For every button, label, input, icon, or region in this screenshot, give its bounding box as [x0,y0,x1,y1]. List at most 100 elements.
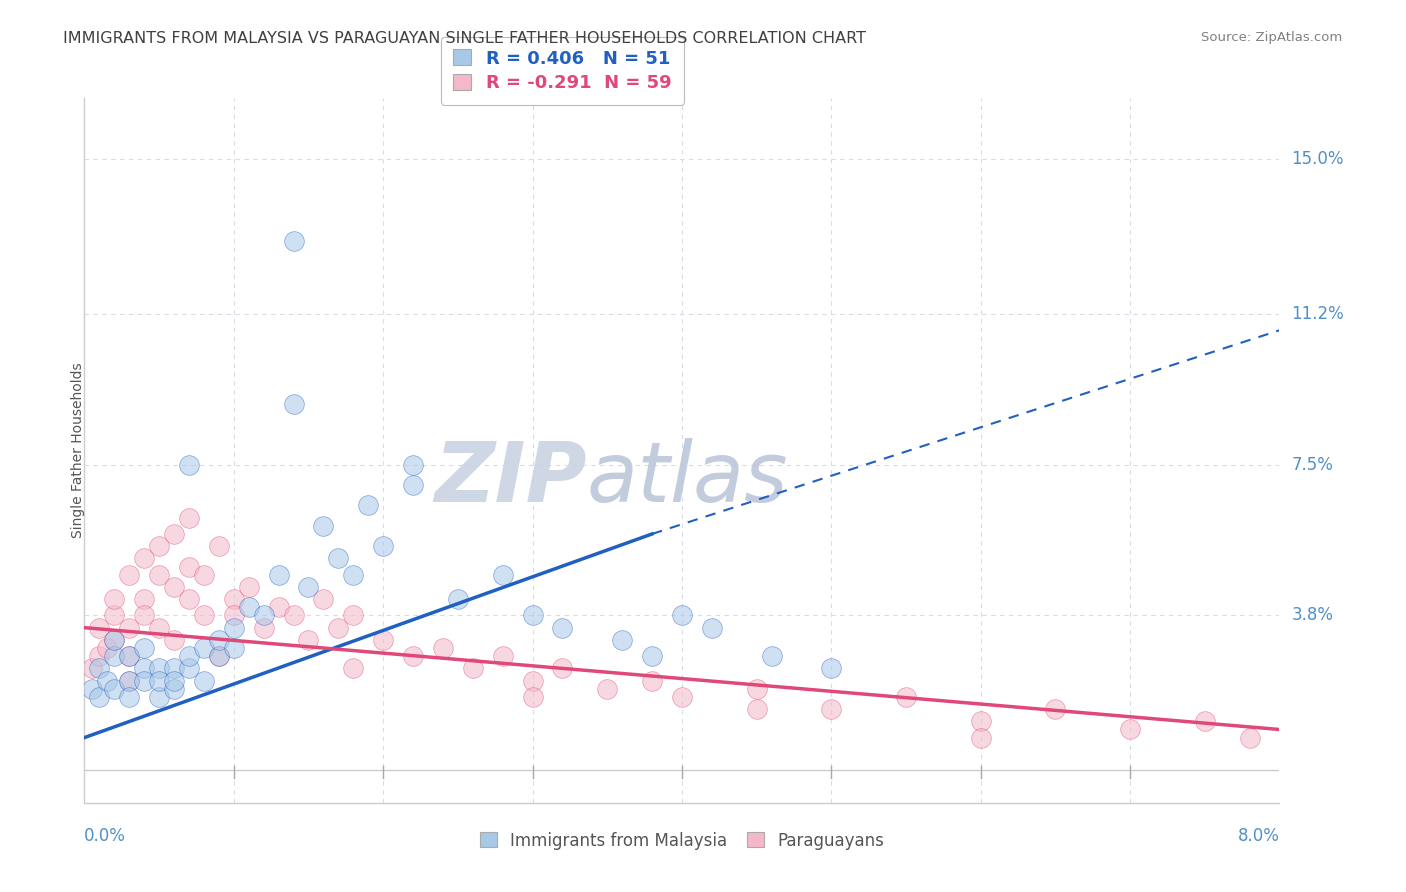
Point [402,478,425,492]
Text: Single Father Households: Single Father Households [72,363,86,538]
Point [177,661,200,675]
Point [522,690,544,704]
Point [461,661,484,675]
Point [1239,731,1261,745]
Point [222,592,245,607]
Point [208,649,231,664]
Point [447,592,470,607]
Point [253,608,276,623]
Point [118,690,141,704]
Text: 8.0%: 8.0% [1237,827,1279,846]
Point [612,632,634,647]
Point [80,681,103,696]
Point [208,632,231,647]
Point [522,608,544,623]
Point [193,640,215,655]
Text: Source: ZipAtlas.com: Source: ZipAtlas.com [1202,31,1343,45]
Point [177,458,200,472]
Point [118,567,141,582]
Point [103,592,125,607]
Point [238,600,260,615]
Point [1119,723,1142,737]
Point [283,234,305,248]
Point [745,702,768,716]
Point [700,621,723,635]
Point [96,673,118,688]
Point [177,592,200,607]
Point [253,621,276,635]
Point [132,673,156,688]
Point [342,608,364,623]
Point [132,592,156,607]
Point [522,673,544,688]
Point [118,649,141,664]
Point [163,661,186,675]
Point [1045,702,1067,716]
Text: 7.5%: 7.5% [1292,456,1333,474]
Point [222,621,245,635]
Point [342,567,364,582]
Point [148,661,170,675]
Point [641,649,664,664]
Point [177,510,200,524]
Point [177,649,200,664]
Point [132,661,156,675]
Point [1194,714,1216,729]
Point [641,673,664,688]
Point [148,567,170,582]
Point [283,396,305,410]
Point [283,608,305,623]
Point [148,539,170,553]
Point [118,621,141,635]
Point [267,600,290,615]
Point [222,608,245,623]
Point [118,649,141,664]
Point [312,518,335,533]
Point [551,621,574,635]
Point [103,632,125,647]
Point [163,673,186,688]
Point [163,632,186,647]
Point [103,649,125,664]
Point [163,580,186,594]
Point [148,621,170,635]
Text: 0.0%: 0.0% [84,827,127,846]
Point [402,649,425,664]
Point [551,661,574,675]
Text: 3.8%: 3.8% [1292,607,1333,624]
Point [208,649,231,664]
Point [761,649,783,664]
Point [132,551,156,566]
Point [312,592,335,607]
Point [492,649,515,664]
Text: IMMIGRANTS FROM MALAYSIA VS PARAGUAYAN SINGLE FATHER HOUSEHOLDS CORRELATION CHAR: IMMIGRANTS FROM MALAYSIA VS PARAGUAYAN S… [63,31,866,46]
Point [193,567,215,582]
Point [132,640,156,655]
Point [373,539,395,553]
Point [118,673,141,688]
Legend: Immigrants from Malaysia, Paraguayans: Immigrants from Malaysia, Paraguayans [471,823,893,858]
Point [596,681,619,696]
Point [118,673,141,688]
Point [402,458,425,472]
Point [89,661,111,675]
Point [373,632,395,647]
Point [103,632,125,647]
Point [80,661,103,675]
Point [148,673,170,688]
Point [163,681,186,696]
Point [357,499,380,513]
Point [163,527,186,541]
Point [894,690,917,704]
Point [342,661,364,675]
Point [193,608,215,623]
Point [103,608,125,623]
Point [193,673,215,688]
Point [745,681,768,696]
Point [820,661,842,675]
Text: atlas: atlas [586,438,787,519]
Point [96,640,118,655]
Point [671,608,693,623]
Point [267,567,290,582]
Text: 11.2%: 11.2% [1292,305,1344,323]
